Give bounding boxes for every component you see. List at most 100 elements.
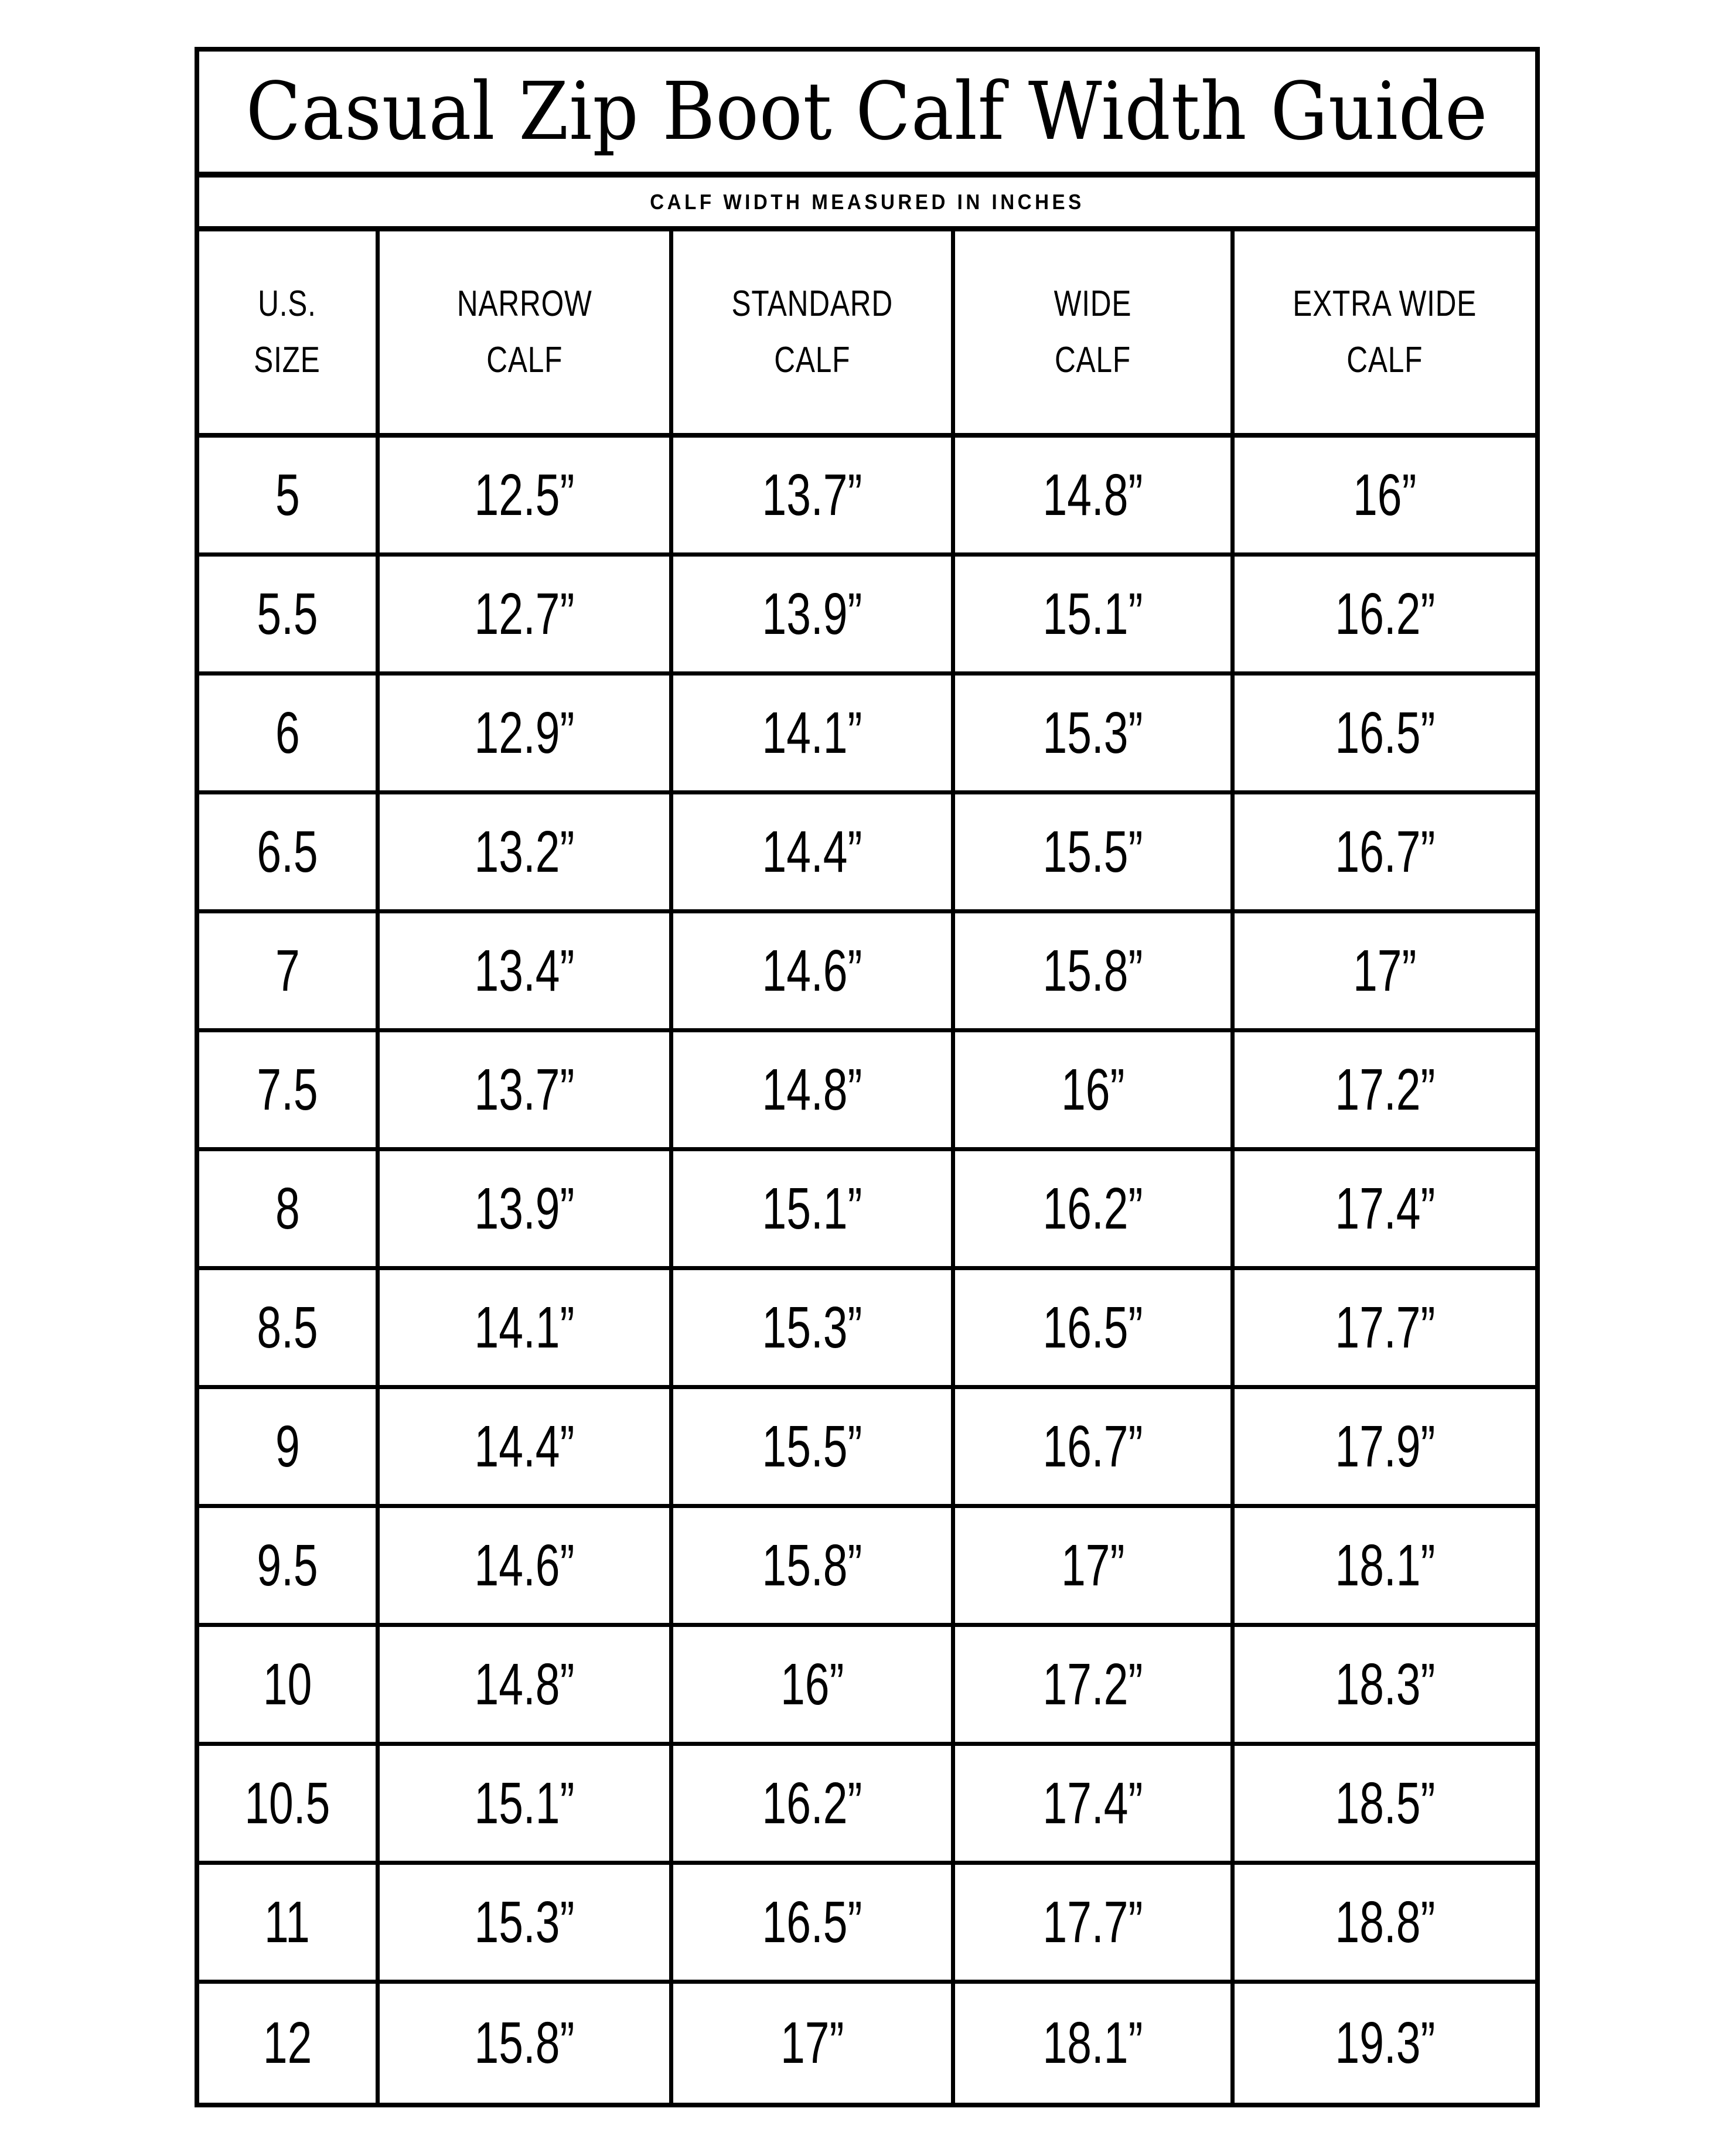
table-cell: 16.5” [1235,676,1535,790]
table-cell: 17” [673,1984,956,2103]
table-cell: 9 [199,1389,380,1504]
table-cell-value: 15.1” [1042,581,1143,647]
table-cell-value: 14.4” [762,818,862,885]
table-cell: 14.4” [380,1389,674,1504]
table-cell-value: 16.5” [762,1889,862,1955]
table-cell-value: 12.7” [474,581,575,647]
table-cell-value: 18.3” [1335,1651,1435,1717]
table-cell: 19.3” [1235,1984,1535,2103]
table-cell-value: 9.5 [257,1532,318,1598]
table-cell: 18.3” [1235,1627,1535,1742]
table-cell-value: 5.5 [257,581,318,647]
table-cell-value: 16.5” [1335,700,1435,766]
table-cell-value: 10.5 [244,1770,330,1836]
table-cell-value: 17.7” [1042,1889,1143,1955]
table-cell: 9.5 [199,1508,380,1623]
table-cell: 12.9” [380,676,674,790]
table-row: 5 12.5” 13.7” 14.8” 16” [199,438,1535,557]
table-cell-value: 7.5 [257,1056,318,1123]
table-row: 11 15.3” 16.5” 17.7” 18.8” [199,1865,1535,1984]
table-cell-value: 9 [275,1413,300,1479]
table-cell-value: 16.2” [1335,581,1435,647]
table-cell-value: 16.2” [762,1770,862,1836]
table-cell-value: 14.6” [474,1532,575,1598]
header-cell: WIDE CALF [955,231,1235,433]
table-cell-value: 15.5” [762,1413,862,1479]
table-cell-value: 15.3” [1042,700,1143,766]
header-cell-label: WIDE CALF [1054,283,1132,380]
table-cell-value: 13.2” [474,818,575,885]
table-row: 8.5 14.1” 15.3” 16.5” 17.7” [199,1270,1535,1389]
table-cell: 15.1” [380,1746,674,1861]
table-row: 8 13.9” 15.1” 16.2” 17.4” [199,1151,1535,1270]
table-cell: 15.3” [955,676,1235,790]
header-cell: NARROW CALF [380,231,674,433]
header-cell-label: U.S. SIZE [254,283,321,380]
table-cell: 17” [955,1508,1235,1623]
table-cell: 16” [673,1627,956,1742]
table-cell-value: 15.3” [762,1294,862,1360]
table-cell-value: 17” [1061,1532,1125,1598]
table-cell: 15.5” [673,1389,956,1504]
header-cell: STANDARD CALF [673,231,956,433]
table-cell: 17.7” [955,1865,1235,1980]
table-cell: 18.8” [1235,1865,1535,1980]
table-cell: 15.5” [955,794,1235,909]
table-cell: 8 [199,1151,380,1266]
table-cell-value: 18.1” [1335,1532,1435,1598]
table-cell: 13.9” [673,557,956,671]
table-cell: 14.1” [673,676,956,790]
table-cell: 14.8” [380,1627,674,1742]
table-cell: 17.2” [955,1627,1235,1742]
table-cell: 18.1” [1235,1508,1535,1623]
table-cell-value: 12.5” [474,462,575,528]
table-cell: 6 [199,676,380,790]
table-cell: 17” [1235,913,1535,1028]
table-cell: 12.5” [380,438,674,552]
header-cell: U.S. SIZE [199,231,380,433]
table-cell: 17.7” [1235,1270,1535,1385]
table-cell: 15.3” [673,1270,956,1385]
table-body: 5 12.5” 13.7” 14.8” 16” 5.5 12.7” 13.9” 15.1” 16.… [199,438,1535,2103]
table-cell-value: 15.3” [474,1889,575,1955]
table-cell: 5.5 [199,557,380,671]
table-cell: 15.1” [955,557,1235,671]
table-cell: 14.6” [673,913,956,1028]
table-cell-value: 15.8” [474,2010,575,2076]
table-cell-value: 13.9” [762,581,862,647]
table-cell: 16.2” [955,1151,1235,1266]
table-cell: 8.5 [199,1270,380,1385]
header-cell: EXTRA WIDE CALF [1235,231,1535,433]
table-cell: 14.4” [673,794,956,909]
table-cell-value: 14.1” [474,1294,575,1360]
header-cell-label: EXTRA WIDE CALF [1293,283,1477,380]
table-cell-value: 18.1” [1042,2010,1143,2076]
table-cell: 10.5 [199,1746,380,1861]
table-cell: 13.4” [380,913,674,1028]
table-cell: 18.5” [1235,1746,1535,1861]
table-cell-value: 7 [275,937,300,1004]
title-row: Casual Zip Boot Calf Width Guide [199,52,1535,178]
table-row: 6 12.9” 14.1” 15.3” 16.5” [199,676,1535,794]
page-title: Casual Zip Boot Calf Width Guide [246,65,1488,158]
table-cell-value: 12.9” [474,700,575,766]
subtitle-row: CALF WIDTH MEASURED IN INCHES [199,178,1535,231]
table-cell-value: 16.7” [1335,818,1435,885]
table-cell-value: 12 [262,2010,312,2076]
table-row: 12 15.8” 17” 18.1” 19.3” [199,1984,1535,2103]
table-cell: 17.2” [1235,1032,1535,1147]
subtitle-text: CALF WIDTH MEASURED IN INCHES [650,189,1085,214]
table-cell-value: 14.6” [762,937,862,1004]
table-header-row: U.S. SIZE NARROW CALF STANDARD CALF WIDE CALF EX… [199,231,1535,438]
table-row: 5.5 12.7” 13.9” 15.1” 16.2” [199,557,1535,676]
table-cell: 16.2” [673,1746,956,1861]
table-cell-value: 17.4” [1042,1770,1143,1836]
table-cell-value: 15.1” [762,1175,862,1241]
table-row: 10.5 15.1” 16.2” 17.4” 18.5” [199,1746,1535,1865]
table-cell: 13.2” [380,794,674,909]
table-cell-value: 14.1” [762,700,862,766]
table-cell-value: 17.2” [1335,1056,1435,1123]
table-cell-value: 10 [262,1651,312,1717]
table-cell-value: 14.8” [474,1651,575,1717]
